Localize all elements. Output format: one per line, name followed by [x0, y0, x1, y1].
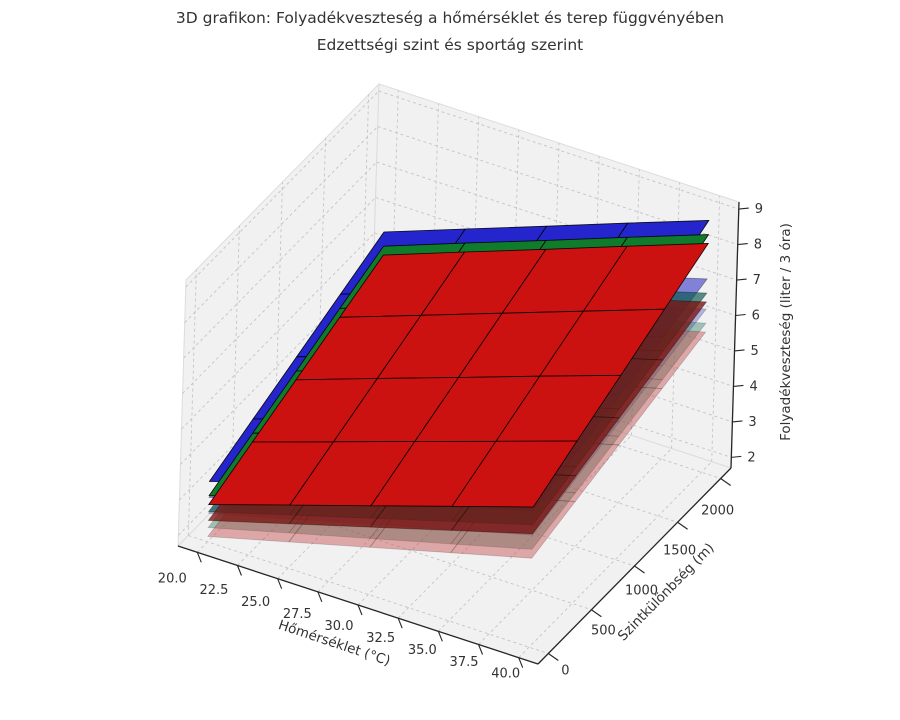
- x-tick-label-mark: [317, 591, 323, 603]
- y-tick-label: 2000: [701, 504, 734, 519]
- z-tick-label-mark: [737, 243, 748, 246]
- z-tick-label: 5: [751, 344, 759, 359]
- x-tick-label-mark: [357, 604, 363, 616]
- grid-line: [711, 195, 721, 462]
- z-tick-label-mark: [734, 349, 745, 352]
- y-tick-label-mark: [548, 653, 559, 661]
- x-tick-label: 35.0: [408, 643, 437, 658]
- z-axis-label: Folyadékveszteség (liter / 3 óra): [778, 223, 794, 441]
- x-tick-label-mark: [277, 578, 283, 589]
- z-axis-line: [730, 201, 740, 469]
- grid-line: [518, 461, 713, 658]
- z-tick-label-mark: [735, 313, 746, 317]
- x-tick-label: 37.5: [450, 655, 479, 670]
- grid-line: [184, 126, 379, 323]
- x-tick-label-mark: [397, 617, 403, 629]
- y-tick-label-mark: [720, 478, 731, 486]
- x-tick-label: 27.5: [283, 607, 312, 622]
- grid-line: [438, 435, 632, 632]
- z-tick-label: 4: [749, 379, 757, 394]
- grid-line: [181, 232, 375, 430]
- z-tick-label-mark: [733, 384, 744, 387]
- z-tick-label-mark: [738, 207, 749, 210]
- x-tick-label: 22.5: [199, 583, 228, 598]
- z-tick-label: 2: [747, 450, 755, 465]
- surface-cell-fitness-level-1-opaque-sport-red: [451, 440, 578, 508]
- z-tick-label-mark: [731, 455, 742, 458]
- x-tick-label: 20.0: [158, 571, 187, 586]
- x-tick-label-mark: [437, 631, 443, 642]
- chart-title-line-1: 3D grafikon: Folyadékveszteség a hőmérsé…: [175, 9, 725, 27]
- y-tick-label: 1000: [625, 584, 658, 599]
- y-tick-label-mark: [591, 609, 602, 618]
- z-tick-label: 6: [752, 308, 760, 323]
- z-tick-label: 7: [753, 273, 761, 288]
- x-tick-label-mark: [196, 552, 202, 563]
- x-tick-label-mark: [236, 565, 242, 576]
- x-tick-label-mark: [518, 657, 524, 668]
- z-tick-label-mark: [736, 278, 747, 281]
- y-tick-label: 500: [591, 624, 616, 639]
- z-tick-label-mark: [732, 420, 743, 423]
- y-tick-label-mark: [634, 565, 645, 574]
- z-tick-label: 8: [754, 238, 762, 253]
- y-tick-label: 0: [561, 664, 569, 679]
- x-tick-label: 25.0: [241, 595, 270, 610]
- grid-line: [185, 90, 380, 288]
- chart-title-line-2: Edzettségi szint és sportág szerint: [316, 36, 584, 54]
- x-tick-label: 32.5: [366, 631, 395, 646]
- x-tick-label: 40.0: [491, 667, 520, 682]
- grid-line: [187, 269, 197, 536]
- z-tick-label: 9: [755, 202, 763, 217]
- chart-surfaces: [207, 219, 710, 559]
- y-tick-label-mark: [677, 521, 688, 530]
- z-tick-label: 3: [748, 415, 756, 430]
- grid-line: [478, 448, 672, 645]
- x-tick-label: 30.0: [325, 619, 354, 634]
- y-tick-label: 1500: [663, 544, 696, 559]
- grid-line: [182, 197, 376, 394]
- x-tick-label-mark: [478, 644, 484, 655]
- chart-tick-labels: 20.0 22.5 25.0 27.5 30.0 32.5 35.0 37.5 40.0 0 500…: [158, 202, 763, 682]
- grid-line: [183, 161, 377, 359]
